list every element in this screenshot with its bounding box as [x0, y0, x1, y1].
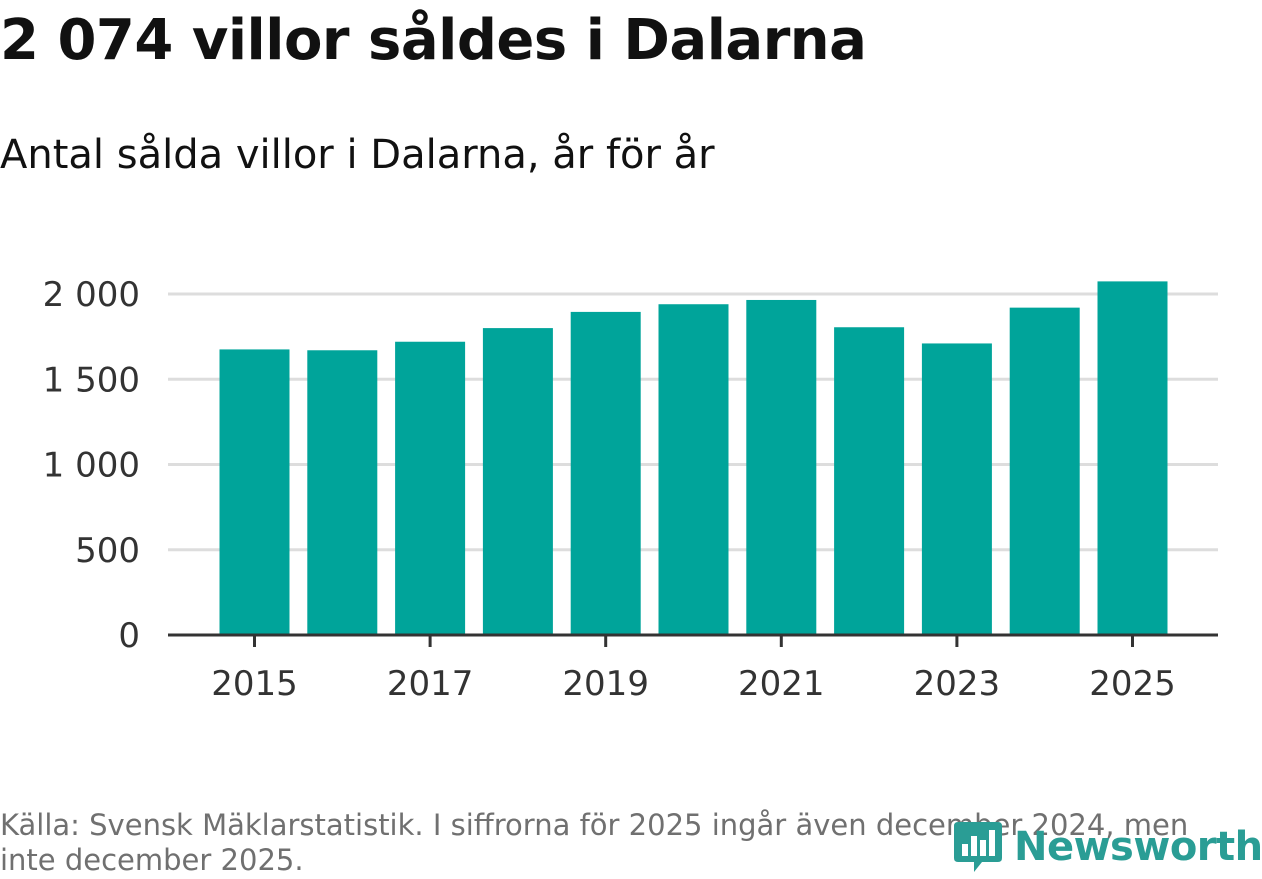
y-tick-label: 500 — [75, 531, 140, 571]
bar-2016 — [307, 350, 378, 635]
newsworthy-logo: Newsworthy — [952, 818, 1262, 876]
bar-2023 — [921, 343, 992, 635]
newsworthy-logo-icon — [954, 822, 1002, 872]
bar-chart: 0 500 1 000 1 500 2 000 2015 2017 2019 2021 2023 2… — [43, 275, 1218, 700]
x-tick-label: 2021 — [738, 664, 825, 700]
chart-subtitle: Antal sålda villor i Dalarna, år för år — [0, 132, 715, 178]
y-tick-label: 1 500 — [43, 360, 140, 400]
bar-2024 — [1009, 307, 1080, 635]
bar-2015 — [219, 349, 290, 635]
y-tick-label: 1 000 — [43, 446, 140, 486]
newsworthy-logo-text: Newsworthy — [1014, 824, 1262, 870]
bars — [219, 281, 1168, 635]
x-tick-label: 2015 — [211, 664, 298, 700]
bar-2025 — [1097, 281, 1168, 635]
x-tick-label: 2017 — [387, 664, 474, 700]
bar-2018 — [482, 328, 553, 635]
bar-2019 — [570, 311, 641, 635]
bar-2020 — [658, 304, 729, 635]
y-tick-label: 0 — [118, 616, 140, 656]
bar-2021 — [746, 299, 817, 635]
chart-title: 2 074 villor såldes i Dalarna — [0, 8, 867, 73]
y-tick-label: 2 000 — [43, 275, 140, 315]
x-tick-label: 2023 — [914, 664, 1001, 700]
x-tick-label: 2025 — [1089, 664, 1176, 700]
bar-2022 — [834, 327, 905, 635]
axes: 0 500 1 000 1 500 2 000 2015 2017 2019 2021 2023 2… — [43, 275, 1218, 700]
x-tick-label: 2019 — [562, 664, 649, 700]
bar-2017 — [395, 341, 466, 635]
